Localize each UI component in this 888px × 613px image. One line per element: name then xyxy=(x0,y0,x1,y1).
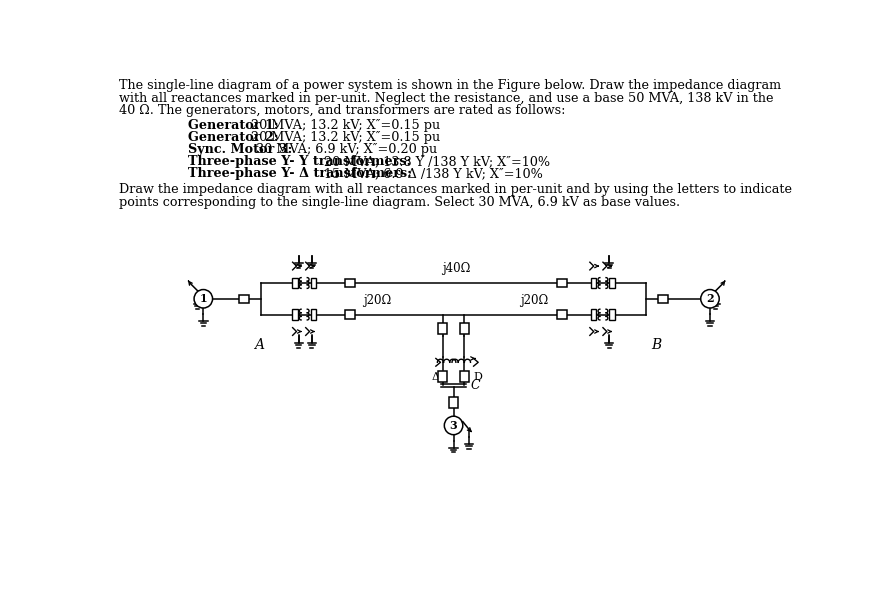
Bar xyxy=(345,310,354,319)
Bar xyxy=(292,309,297,320)
Text: The single-line diagram of a power system is shown in the Figure below. Draw the: The single-line diagram of a power syste… xyxy=(119,79,781,92)
Text: with all reactances marked in per-unit. Neglect the resistance, and use a base 5: with all reactances marked in per-unit. … xyxy=(119,92,773,105)
Text: 20 MVA; 13.8 Y /138 Y kV; X″=10%: 20 MVA; 13.8 Y /138 Y kV; X″=10% xyxy=(316,155,551,168)
Text: 30 MVA; 6.9 kV; X″=0.20 pu: 30 MVA; 6.9 kV; X″=0.20 pu xyxy=(248,143,437,156)
Text: 20 MVA; 13.2 kV; X″=0.15 pu: 20 MVA; 13.2 kV; X″=0.15 pu xyxy=(239,131,440,144)
Text: Generator 2:: Generator 2: xyxy=(188,131,279,144)
Text: points corresponding to the single-line diagram. Select 30 MVA, 6.9 kV as base v: points corresponding to the single-line … xyxy=(119,196,679,208)
Bar xyxy=(438,371,448,381)
Text: j20Ω: j20Ω xyxy=(520,294,548,307)
Bar xyxy=(557,279,567,287)
Text: 40 Ω. The generators, motors, and transformers are rated as follows:: 40 Ω. The generators, motors, and transf… xyxy=(119,104,565,117)
Bar xyxy=(609,309,614,320)
Text: 2: 2 xyxy=(706,293,714,304)
Circle shape xyxy=(444,416,463,435)
Text: D: D xyxy=(474,371,483,381)
Text: Three-phase Y- Δ transformers:: Three-phase Y- Δ transformers: xyxy=(188,167,412,180)
Bar xyxy=(292,278,297,288)
Text: Draw the impedance diagram with all reactances marked in per-unit and by using t: Draw the impedance diagram with all reac… xyxy=(119,183,791,196)
Text: C: C xyxy=(471,379,480,392)
Bar xyxy=(460,323,469,334)
Bar xyxy=(591,309,597,320)
Text: Sync. Motor 3:: Sync. Motor 3: xyxy=(188,143,292,156)
Text: 15 MVA; 6.9 Δ /138 Y kV; X″=10%: 15 MVA; 6.9 Δ /138 Y kV; X″=10% xyxy=(316,167,543,180)
Bar xyxy=(609,278,614,288)
Text: j20Ω: j20Ω xyxy=(363,294,392,307)
Text: Generator 1:: Generator 1: xyxy=(188,120,279,132)
Text: B: B xyxy=(652,338,662,352)
Text: j40Ω: j40Ω xyxy=(441,262,470,275)
Bar xyxy=(591,278,597,288)
Bar xyxy=(460,371,469,381)
Text: Three-phase Y- Y transformers:: Three-phase Y- Y transformers: xyxy=(188,155,411,168)
Circle shape xyxy=(194,289,212,308)
Text: 20 MVA; 13.2 kV; X″=0.15 pu: 20 MVA; 13.2 kV; X″=0.15 pu xyxy=(239,120,440,132)
Bar xyxy=(345,279,354,287)
Bar xyxy=(311,309,316,320)
Bar xyxy=(449,397,458,408)
Text: 3: 3 xyxy=(449,420,457,431)
Bar xyxy=(438,323,448,334)
Text: Δ: Δ xyxy=(432,371,440,381)
Bar xyxy=(239,295,250,303)
Bar xyxy=(311,278,316,288)
Bar xyxy=(658,295,668,303)
Bar xyxy=(557,310,567,319)
Text: A: A xyxy=(255,338,265,352)
Circle shape xyxy=(701,289,719,308)
Text: 1: 1 xyxy=(200,293,207,304)
